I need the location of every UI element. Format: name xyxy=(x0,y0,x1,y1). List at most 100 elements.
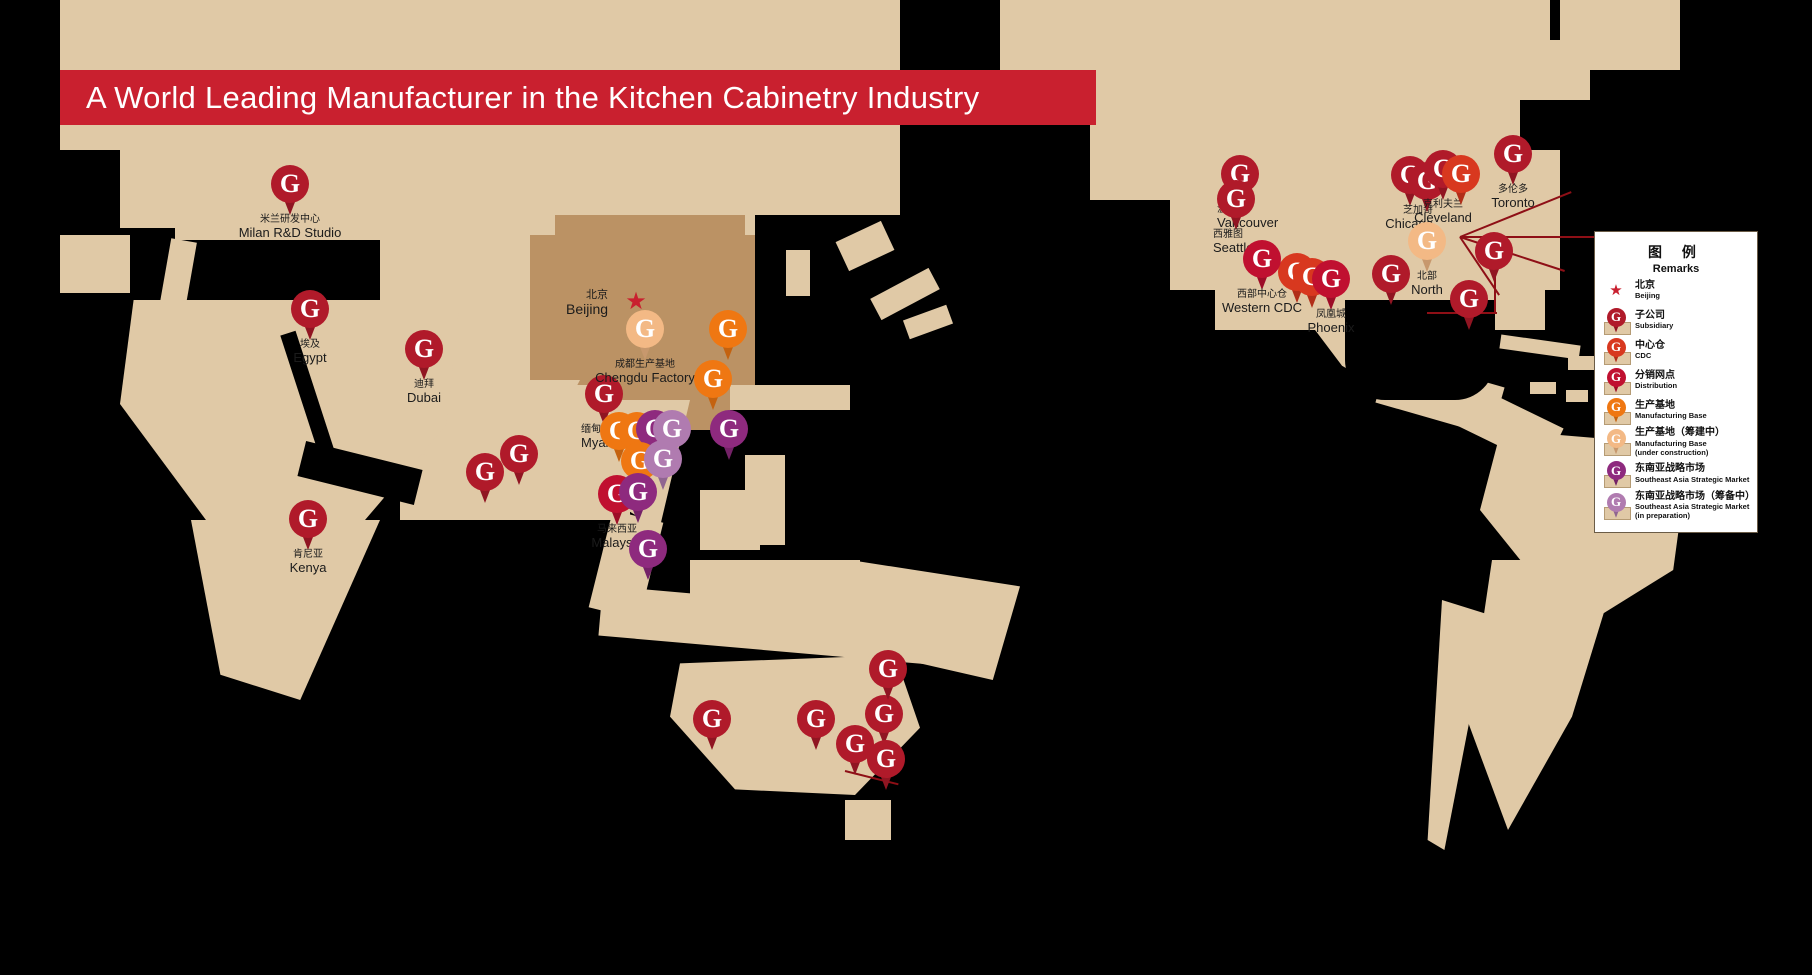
map-marker-malaysia-sea[interactable]: G xyxy=(619,473,657,523)
pin-icon: G xyxy=(619,473,657,523)
pin-head xyxy=(1243,240,1281,278)
pin-head xyxy=(1606,429,1626,449)
pin-icon: G xyxy=(693,700,731,750)
pin-head xyxy=(500,435,538,473)
legend-item-label-cn: 子公司 xyxy=(1635,309,1665,321)
legend-item-cdc[interactable]: G 中心仓 CDC xyxy=(1595,335,1757,365)
legend-item-distribution[interactable]: G 分销网点 Distribution xyxy=(1595,365,1757,395)
map-marker-australia-adelaide[interactable]: G xyxy=(797,700,835,750)
map-marker-egypt[interactable]: G 埃及 Egypt xyxy=(291,290,329,364)
map-marker-dubai[interactable]: G 迪拜 Dubai xyxy=(405,330,443,404)
map-marker-kenya[interactable]: G 肯尼亚 Kenya xyxy=(289,500,327,574)
legend-item-text: 分销网点 Distribution xyxy=(1635,370,1677,391)
brand-g-glyph: G xyxy=(474,457,496,486)
capital-label-cn: 北京 xyxy=(586,289,609,301)
pin-icon: G xyxy=(1603,337,1631,365)
legend-pin: G xyxy=(1603,461,1631,488)
brand-g-glyph: G xyxy=(1610,494,1622,510)
map-marker-australia-sydney[interactable]: G xyxy=(865,695,903,745)
brand-g-glyph: G xyxy=(1610,369,1622,384)
pin-head xyxy=(626,310,664,348)
map-marker-australia-brisbane[interactable]: G xyxy=(869,650,907,700)
legend-item-star[interactable]: ★ 北京 Beijing xyxy=(1595,275,1757,305)
map-marker-us-north-uc[interactable]: G 北部 North xyxy=(1408,222,1446,296)
map-marker-indonesia-sea[interactable]: G xyxy=(629,530,667,580)
legend-item-mfg-uc[interactable]: G 生产基地（筹建中） Manufacturing Base (under const… xyxy=(1595,425,1757,459)
pin-head xyxy=(271,165,309,203)
map-marker-india-east[interactable]: G xyxy=(500,435,538,485)
map-marker-us-southeast[interactable]: G xyxy=(1372,255,1410,305)
map-marker-seattle[interactable]: G 西雅图 Seattle xyxy=(1213,180,1255,254)
map-marker-us-northeast[interactable]: G xyxy=(1475,232,1513,282)
brand-g-glyph: G xyxy=(1450,159,1472,188)
pin-icon: G xyxy=(1494,135,1532,185)
map-marker-chengdu-factory[interactable]: G 成都生产基地 Chengdu Factory xyxy=(595,310,695,384)
brand-g-glyph: G xyxy=(1225,184,1247,213)
brand-g-glyph: G xyxy=(593,379,615,408)
brand-g-glyph: G xyxy=(1610,309,1622,324)
brand-g-glyph: G xyxy=(299,294,321,323)
legend-item-label-en2: (under construction) xyxy=(1635,447,1709,457)
pin-icon: G xyxy=(500,435,538,485)
map-marker-milan-rd-studio[interactable]: G 米兰研发中心 Milan R&D Studio xyxy=(239,165,341,239)
legend-pin: G xyxy=(1603,307,1631,335)
map-marker-australia-perth[interactable]: G xyxy=(693,700,731,750)
star-glyph: ★ xyxy=(1609,281,1623,299)
map-marker-china-east-mfg[interactable]: G xyxy=(709,310,747,360)
connector-line xyxy=(1460,236,1620,238)
legend-pin: G xyxy=(1603,429,1631,457)
pin-icon: G xyxy=(271,165,309,215)
brand-g-glyph: G xyxy=(877,654,899,683)
legend-item-text: 中心仓 CDC xyxy=(1635,340,1665,361)
map-marker-india-west[interactable]: G xyxy=(466,453,504,503)
map-marker-china-south-mfg[interactable]: G xyxy=(694,360,732,410)
pin-head xyxy=(1217,180,1255,218)
page-title: A World Leading Manufacturer in the Kitc… xyxy=(86,79,980,115)
map-marker-philippines-sea[interactable]: G xyxy=(710,410,748,460)
brand-g-glyph: G xyxy=(844,729,866,758)
pin-icon: G xyxy=(869,650,907,700)
legend-item-label-cn: 生产基地 xyxy=(1635,399,1675,411)
legend-item-text: 子公司 Subsidiary xyxy=(1635,310,1673,331)
brand-g-glyph: G xyxy=(413,334,435,363)
legend-header: 图 例 Remarks xyxy=(1595,232,1757,275)
brand-g-glyph: G xyxy=(701,704,723,733)
map-marker-australia-tasmania[interactable]: G xyxy=(867,740,905,790)
pin-icon: G xyxy=(291,290,329,340)
brand-g-glyph: G xyxy=(717,314,739,343)
pin-icon: G xyxy=(710,410,748,460)
pin-head xyxy=(1312,260,1350,298)
pin-icon: G xyxy=(644,440,682,490)
pin-head xyxy=(1606,367,1626,387)
pin-head xyxy=(1606,461,1626,480)
pin-icon: G xyxy=(797,700,835,750)
pin-icon: G xyxy=(867,740,905,790)
map-marker-us-gulf[interactable]: G xyxy=(1450,280,1488,330)
brand-g-glyph: G xyxy=(1320,264,1342,293)
pin-head xyxy=(291,290,329,328)
brand-g-glyph: G xyxy=(1610,462,1622,478)
brand-g-glyph: G xyxy=(1502,139,1524,168)
map-marker-phoenix[interactable]: G 凤凰城 Phoenix xyxy=(1308,260,1354,334)
brand-g-glyph: G xyxy=(279,169,301,198)
legend-item-manufacturing[interactable]: G 生产基地 Manufacturing Base xyxy=(1595,395,1757,425)
map-marker-western-region[interactable]: G 西部中心仓 Western CDC xyxy=(1222,240,1302,314)
legend-item-sea-prep[interactable]: G 东南亚战略市场（筹备中） Southeast Asia Strategic Ma… xyxy=(1595,489,1757,523)
map-marker-cleveland-b[interactable]: G xyxy=(1442,155,1480,205)
legend-item-subsidiary[interactable]: G 子公司 Subsidiary xyxy=(1595,305,1757,335)
legend-item-label-cn: 生产基地（筹建中） xyxy=(1635,427,1725,438)
map-marker-toronto[interactable]: G 多伦多 Toronto xyxy=(1491,135,1535,209)
legend-item-label-en: Manufacturing Base xyxy=(1635,438,1707,448)
map-marker-cambodia-sea[interactable]: G xyxy=(644,440,682,490)
pin-head xyxy=(1606,397,1626,417)
legend-pin: G xyxy=(1603,492,1631,520)
legend-title-en: Remarks xyxy=(1652,263,1700,275)
brand-g-glyph: G xyxy=(873,699,895,728)
brand-g-glyph: G xyxy=(652,444,674,473)
brand-g-glyph: G xyxy=(875,744,897,773)
legend-item-sea[interactable]: G 东南亚战略市场 Southeast Asia Strategic Market xyxy=(1595,459,1757,489)
pin-icon: G xyxy=(405,330,443,380)
brand-g-glyph: G xyxy=(702,364,724,393)
legend-item-label-en: Distribution xyxy=(1635,381,1678,391)
